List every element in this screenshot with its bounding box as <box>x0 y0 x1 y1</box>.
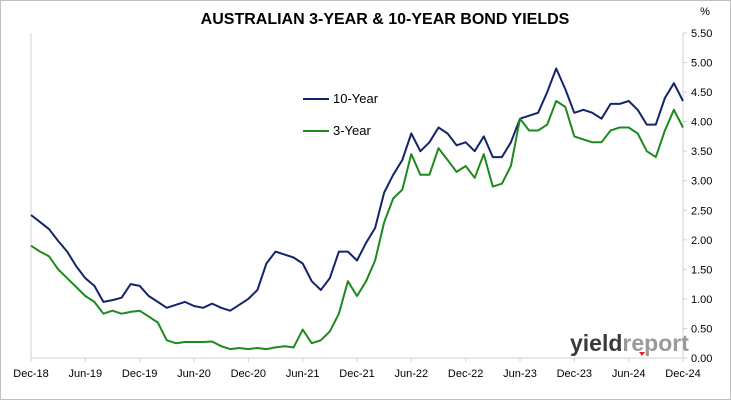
x-tick-label: Jun-21 <box>286 368 320 380</box>
x-tick-label: Dec-22 <box>448 368 483 380</box>
y-tick-label: 3.00 <box>691 176 712 188</box>
legend: 10-Year 3-Year <box>303 91 379 138</box>
x-tick-label: Dec-20 <box>231 368 266 380</box>
x-tick-label: Jun-23 <box>503 368 537 380</box>
x-tick-label: Dec-18 <box>13 368 48 380</box>
y-tick-label: 4.50 <box>691 87 712 99</box>
y-tick-label: 0.00 <box>691 353 712 365</box>
y-tick-label: 5.50 <box>691 28 712 40</box>
y-axis-unit: % <box>700 6 710 18</box>
x-tick-label: Dec-21 <box>339 368 374 380</box>
legend-label-10-year: 10-Year <box>333 91 379 106</box>
x-tick-label: Jun-22 <box>395 368 429 380</box>
y-tick-label: 2.00 <box>691 235 712 247</box>
chart-title: AUSTRALIAN 3-YEAR & 10-YEAR BOND YIELDS <box>201 11 570 28</box>
y-tick-label: 2.50 <box>691 205 712 217</box>
legend-label-3-year: 3-Year <box>333 123 371 138</box>
series-line-10-year <box>30 67 684 312</box>
x-tick-label: Jun-24 <box>612 368 646 380</box>
x-axis-ticks: Dec-18 Jun-19 Dec-19 Jun-20 Dec-20 Jun-21 Dec-… <box>13 358 701 380</box>
y-tick-label: 1.00 <box>691 294 712 306</box>
y-tick-label: 0.50 <box>691 323 712 335</box>
series-line-3-year <box>30 100 684 351</box>
y-tick-label: 5.00 <box>691 58 712 70</box>
series-layer <box>30 67 684 351</box>
x-tick-label: Dec-24 <box>665 368 700 380</box>
logo-text-yield: yield <box>570 330 622 356</box>
logo-marker-icon <box>639 352 645 356</box>
y-axis-ticks: 0.00 0.50 1.00 1.50 2.00 2.50 3.00 3.50 4.00 4.50… <box>683 28 712 365</box>
y-tick-label: 1.50 <box>691 264 712 276</box>
svg-text:yieldreport: yieldreport <box>570 330 689 356</box>
x-tick-label: Dec-19 <box>122 368 157 380</box>
yieldreport-logo: yieldreport <box>570 330 689 356</box>
y-tick-label: 3.50 <box>691 146 712 158</box>
x-tick-label: Dec-23 <box>557 368 592 380</box>
x-tick-label: Jun-19 <box>69 368 103 380</box>
y-tick-label: 4.00 <box>691 117 712 129</box>
x-tick-label: Jun-20 <box>177 368 211 380</box>
logo-text-report: report <box>622 330 689 356</box>
